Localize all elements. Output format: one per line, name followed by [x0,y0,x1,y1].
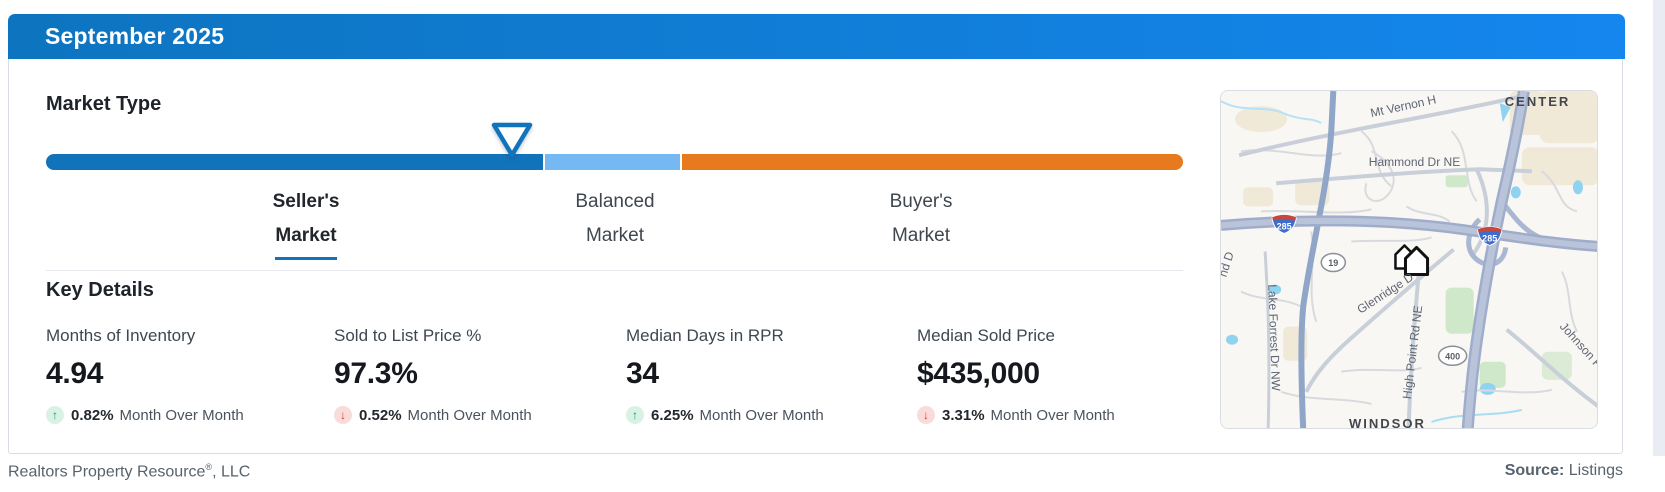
trend-up-icon: ↑ [46,406,64,424]
mom-change: 0.52% [359,406,402,424]
buyers-line1: Buyer's [889,191,953,212]
location-map-thumbnail[interactable]: 285 285 19 400 Mt Ve [1220,90,1598,429]
svg-text:285: 285 [1277,221,1292,231]
home-marker-icon [1394,244,1430,277]
metric-value: 97.3% [334,357,418,390]
buyers-line2: Market [891,225,951,246]
svg-text:19: 19 [1328,258,1338,268]
metric-value: $435,000 [917,357,1040,390]
mom-change: 6.25% [651,406,694,424]
metric-value: 34 [626,357,659,390]
trend-down-icon: ↓ [917,406,935,424]
report-month-header: September 2025 [8,14,1625,59]
metric-label: Median Sold Price [917,326,1055,345]
registered-mark: ® [205,462,213,472]
footer-brand: Realtors Property Resource®, LLC [8,462,250,481]
mom-period: Month Over Month [699,406,824,424]
month-over-month: ↑ 0.82% Month Over Month [46,405,326,425]
footer-source: Source: Listings [1505,462,1623,480]
mom-period: Month Over Month [407,406,532,424]
place-label-windsor: WINDSOR [1349,416,1426,429]
page-gutter [1653,0,1665,456]
route-400-shield: 400 [1437,345,1468,367]
month-over-month: ↓ 0.52% Month Over Month [334,405,614,425]
sellers-line1: Seller's [272,191,340,212]
sellers-line2: Market [275,219,337,260]
road-label-lake-forrest: Lake Forrest Dr NW [1265,284,1283,392]
mom-period: Month Over Month [119,406,244,424]
metric-label: Sold to List Price % [334,326,482,345]
metric-value: 4.94 [46,357,104,390]
market-report-card: September 2025 Market Type Seller's Mark… [8,14,1625,454]
gauge-balanced-segment [545,154,681,170]
trend-up-icon: ↑ [626,406,644,424]
mom-change: 0.82% [71,406,114,424]
metric-months-of-inventory: Months of Inventory 4.94 ↑ 0.82% Month O… [46,325,326,425]
gauge-seller-segment [46,154,544,170]
label-balanced-market: Balanced Market [505,185,725,253]
svg-text:400: 400 [1445,351,1460,361]
metric-median-sold-price: Median Sold Price $435,000 ↓ 3.31% Month… [917,325,1197,425]
gauge-bar [46,154,1183,170]
map-water [1221,100,1583,423]
mom-change: 3.31% [942,406,985,424]
balanced-line1: Balanced [575,191,655,212]
route-19-shield: 19 [1320,252,1347,273]
metric-label: Median Days in RPR [626,326,784,345]
map-route19-road [1298,91,1337,428]
month-over-month: ↓ 3.31% Month Over Month [917,405,1197,425]
place-label-center: CENTER [1505,94,1571,109]
brand-suffix: , LLC [212,463,251,481]
balanced-line2: Market [585,225,645,246]
brand-name: Realtors Property Resource [8,463,206,481]
svg-text:285: 285 [1482,233,1497,243]
source-label: Source: [1504,462,1565,479]
gauge-indicator-icon [491,122,533,158]
month-over-month: ↑ 6.25% Month Over Month [626,405,906,425]
interstate-285-shield: 285 [1271,214,1297,234]
mom-period: Month Over Month [990,406,1115,424]
key-details-heading: Key Details [46,279,154,301]
gauge-buyer-segment [682,154,1183,170]
metric-sold-to-list-price: Sold to List Price % 97.3% ↓ 0.52% Month… [334,325,614,425]
market-type-heading: Market Type [46,93,162,115]
interstate-285-shield: 285 [1477,226,1503,246]
metric-label: Months of Inventory [46,326,196,345]
road-label-hammond: Hammond Dr NE [1369,155,1460,169]
source-value: Listings [1568,462,1623,479]
section-divider [46,270,1183,271]
label-buyers-market: Buyer's Market [811,185,1031,253]
metric-median-days-in-rpr: Median Days in RPR 34 ↑ 6.25% Month Over… [626,325,906,425]
market-type-gauge [46,122,1183,170]
trend-down-icon: ↓ [334,406,352,424]
label-sellers-market: Seller's Market [196,185,416,260]
